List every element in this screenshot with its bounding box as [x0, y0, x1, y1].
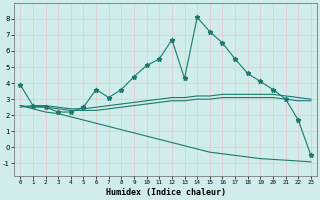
X-axis label: Humidex (Indice chaleur): Humidex (Indice chaleur) — [106, 188, 226, 197]
